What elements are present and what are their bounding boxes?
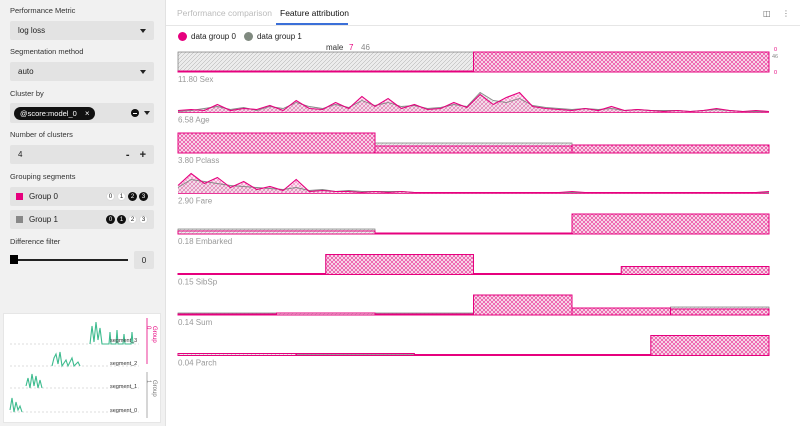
group-1-row[interactable]: Group 1 0 1 2 3 xyxy=(10,210,154,229)
segment-label: segment_1 xyxy=(110,384,138,390)
performance-metric-value: log loss xyxy=(18,26,46,35)
active-tab-indicator xyxy=(276,23,348,25)
line-group-0 xyxy=(177,91,770,113)
tab-bar: Performance comparison Feature attributi… xyxy=(166,0,800,26)
bar-group-0 xyxy=(473,51,770,73)
line-group-0 xyxy=(177,172,770,194)
more-icon[interactable]: ⋮ xyxy=(782,9,790,18)
segment-toggle[interactable]: 0 xyxy=(106,192,115,201)
feature-label: 3.80 Pclass xyxy=(178,156,219,165)
segment-label: segment_0 xyxy=(110,408,138,414)
cluster-overview-svg xyxy=(9,318,148,418)
bar-group-0 xyxy=(374,145,573,154)
caret-down-icon[interactable] xyxy=(144,111,150,115)
difference-slider-handle[interactable] xyxy=(10,255,18,264)
cluster-chip[interactable]: @score:model_0 × xyxy=(14,106,96,120)
feature-label: 0.15 SibSp xyxy=(178,278,218,287)
num-clusters-stepper[interactable]: 4 - + xyxy=(10,145,154,164)
num-clusters-value: 4 xyxy=(18,150,23,159)
tab-feature-attribution[interactable]: Feature attribution xyxy=(280,8,349,18)
bar-group-0 xyxy=(620,266,770,275)
area-group-0 xyxy=(178,173,769,194)
segment-toggle[interactable]: 2 xyxy=(128,192,137,201)
clear-icon[interactable] xyxy=(131,109,139,117)
caret-down-icon xyxy=(140,69,146,74)
feature-label: 0.04 Parch xyxy=(178,359,217,368)
group-0-row[interactable]: Group 0 0 1 2 3 xyxy=(10,187,154,206)
bar-group-0 xyxy=(325,254,474,275)
bar-group-0 xyxy=(650,335,770,356)
axis-tick: 46 xyxy=(772,54,778,60)
segment-3-sparkline xyxy=(89,321,134,345)
legend-label: data group 0 xyxy=(191,32,236,41)
performance-metric-select[interactable]: log loss xyxy=(10,21,154,40)
segmentation-method-value: auto xyxy=(18,67,34,76)
segment-toggle[interactable]: 2 xyxy=(128,215,137,224)
segment-toggle[interactable]: 0 xyxy=(106,215,115,224)
num-clusters-label: Number of clusters xyxy=(10,130,73,139)
segment-label: segment_2 xyxy=(110,361,138,367)
cluster-by-label: Cluster by xyxy=(10,89,44,98)
bar-group-0 xyxy=(177,132,376,154)
segment-label: segment_3 xyxy=(110,338,138,344)
group-1-swatch xyxy=(16,216,23,223)
group-1-axis-label: Group 1 xyxy=(145,380,157,397)
tooltip-value-group-1: 46 xyxy=(361,43,370,52)
group-0-swatch xyxy=(16,193,23,200)
area-group-0 xyxy=(178,92,769,113)
difference-slider-track[interactable] xyxy=(12,259,128,261)
segmentation-method-label: Segmentation method xyxy=(10,47,84,56)
tooltip-category: male xyxy=(326,43,344,52)
legend-item-group-0[interactable]: data group 0 xyxy=(178,32,236,41)
axis-tick: 0 xyxy=(774,47,777,53)
cluster-chip-label: @score:model_0 xyxy=(20,108,77,118)
performance-metric-label: Performance Metric xyxy=(10,6,76,15)
chip-close-icon[interactable]: × xyxy=(84,108,90,118)
decrement-button[interactable]: - xyxy=(125,148,130,161)
group-0-name: Group 0 xyxy=(29,192,58,201)
feature-label: 6.58 Age xyxy=(178,116,210,125)
segment-2-sparkline xyxy=(51,351,81,368)
axis-tick: 0 xyxy=(774,70,777,76)
segment-1-sparkline xyxy=(25,373,43,389)
segment-toggle[interactable]: 3 xyxy=(139,192,148,201)
segmentation-method-select[interactable]: auto xyxy=(10,62,154,81)
difference-value[interactable]: 0 xyxy=(134,251,154,269)
difference-filter-label: Difference filter xyxy=(10,237,61,246)
caret-down-icon xyxy=(140,28,146,33)
feature-label: 2.90 Fare xyxy=(178,197,213,206)
grouping-segments-label: Grouping segments xyxy=(10,172,76,181)
cluster-overview-chart: segment_3 segment_2 segment_1 segment_0 … xyxy=(3,313,161,423)
bar-group-0 xyxy=(473,294,573,316)
bar-group-0 xyxy=(571,213,770,235)
group-0-axis-label: Group 0 xyxy=(145,326,157,343)
legend-swatch xyxy=(243,32,253,41)
sidebar: Performance Metric log loss Segmentation… xyxy=(0,0,166,426)
tab-performance-comparison[interactable]: Performance comparison xyxy=(177,8,272,18)
feature-label: 0.18 Embarked xyxy=(178,237,232,246)
segment-toggle[interactable]: 1 xyxy=(117,215,126,224)
cluster-by-select[interactable]: @score:model_0 × xyxy=(10,103,154,123)
panel-icon[interactable]: ◫ xyxy=(763,9,771,18)
bar-group-1 xyxy=(177,51,474,73)
bar-group-0 xyxy=(571,307,671,316)
legend: data group 0 data group 1 xyxy=(178,32,302,41)
bar-group-0 xyxy=(571,144,770,154)
tooltip-value-group-0: 7 xyxy=(349,43,354,52)
legend-label: data group 1 xyxy=(256,32,302,41)
increment-button[interactable]: + xyxy=(139,148,146,161)
segment-0-sparkline xyxy=(9,397,23,413)
group-1-name: Group 1 xyxy=(29,215,58,224)
segment-toggle[interactable]: 3 xyxy=(139,215,148,224)
feature-label: 11.80 Sex xyxy=(178,75,213,84)
feature-label: 0.14 Sum xyxy=(178,318,213,327)
segment-toggle[interactable]: 1 xyxy=(117,192,126,201)
feature-attribution-plot: 11.80 Sex 6.58 Age 3.80 Pclass 2.90 Fare 0.1… xyxy=(177,43,778,368)
legend-swatch xyxy=(178,32,187,41)
legend-item-group-1[interactable]: data group 1 xyxy=(243,32,302,41)
bar-group-0 xyxy=(670,308,770,316)
